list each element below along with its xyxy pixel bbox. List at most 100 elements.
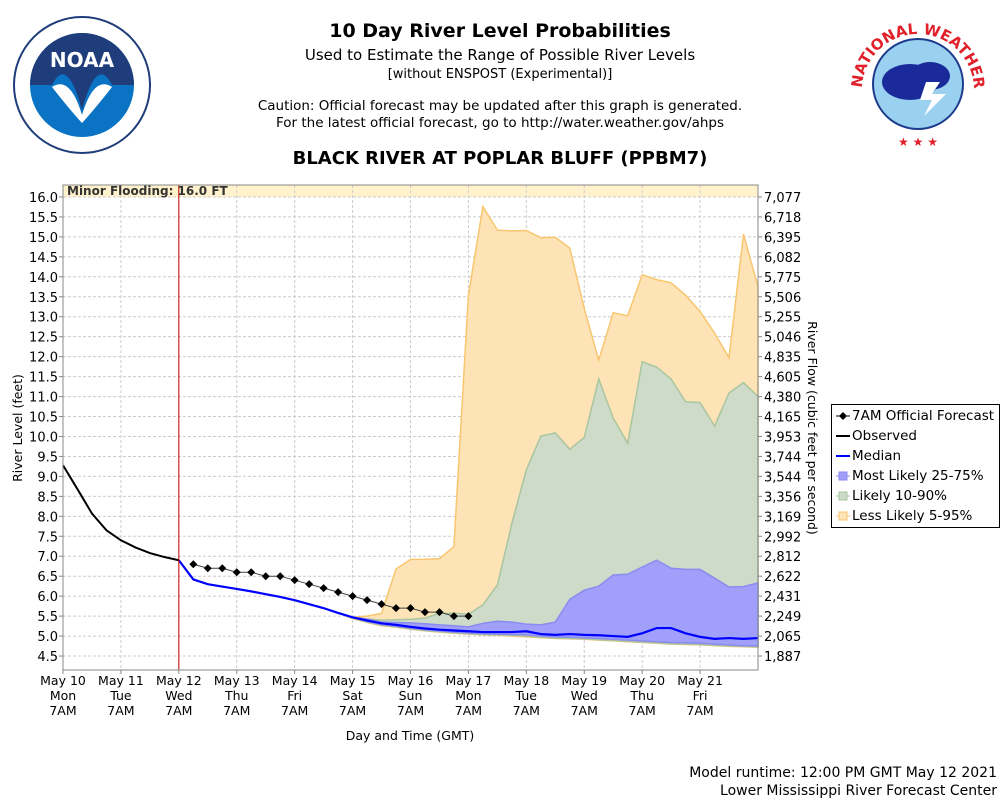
legend-item-band25: Most Likely 25-75% [836,466,984,486]
x-tick-hour: 7AM [397,703,424,718]
legend-swatch-icon [836,455,850,457]
y-tick-label: 12.0 [29,351,58,366]
chart-note: [without ENSPOST (Experimental)] [387,67,613,82]
noaa-logo: NOAA [13,16,151,154]
x-tick-date: May 16 [388,673,434,688]
y-tick-label: 16.0 [29,191,58,206]
x-tick-day: Sat [342,688,363,703]
right-tick-label: 2,065 [764,630,801,645]
x-tick-day: Tue [109,688,132,703]
right-tick-label: 5,506 [764,291,801,306]
x-tick-date: May 14 [272,673,318,688]
right-tick-label: 5,255 [764,311,801,326]
x-tick-date: May 18 [503,673,549,688]
chart-title: 10 Day River Level Probabilities [329,20,671,42]
y-tick-label: 8.0 [37,510,58,525]
x-tick-date: May 19 [561,673,607,688]
right-tick-label: 4,605 [764,371,801,386]
official-forecast-point [334,588,343,597]
legend-label: Most Likely 25-75% [852,468,984,484]
y-tick-label: 13.0 [29,311,58,326]
y-tick-label: 5.5 [37,610,58,625]
x-tick-hour: 7AM [339,703,366,718]
official-forecast-point [435,608,444,617]
x-tick-day: Wed [165,688,192,703]
y-tick-label: 4.5 [37,650,58,665]
legend-swatch-icon [836,435,850,437]
legend-item-band5: Less Likely 5-95% [836,506,972,526]
x-tick-hour: 7AM [107,703,134,718]
x-tick-hour: 7AM [455,703,482,718]
station-title: BLACK RIVER AT POPLAR BLUFF (PPBM7) [292,148,708,169]
official-forecast-point [189,560,198,569]
legend-swatch-icon [836,511,850,521]
legend-label: Observed [852,428,917,444]
nws-logo: NATIONAL WEATHER SERVICE ★ ★ ★ [848,12,988,149]
x-tick-day: Fri [287,688,302,703]
right-tick-label: 3,169 [764,510,801,525]
official-forecast-point [392,604,401,613]
legend-swatch-icon [836,412,850,420]
official-forecast-point [218,564,227,573]
model-runtime: Model runtime: 12:00 PM GMT May 12 2021 [689,765,997,781]
y-tick-label: 9.5 [37,450,58,465]
right-tick-label: 3,356 [764,490,801,505]
official-forecast-point [464,612,473,621]
y-tick-label: 7.5 [37,530,58,545]
y-tick-label: 13.5 [29,291,58,306]
official-forecast-point [319,584,328,593]
right-tick-label: 4,835 [764,351,801,366]
chart-legend: 7AM Official Forecast Observed Median Most … [831,404,1000,528]
right-tick-label: 2,812 [764,550,801,565]
x-tick-date: May 20 [619,673,665,688]
right-tick-label: 2,622 [764,570,801,585]
x-tick-date: May 12 [156,673,202,688]
x-tick-day: Thu [224,688,248,703]
official-forecast-point [363,596,372,605]
legend-label: 7AM Official Forecast [852,408,995,424]
official-forecast-point [449,612,458,621]
latest-forecast-link-text: For the latest official forecast, go to … [275,115,725,131]
x-tick-hour: 7AM [49,703,76,718]
median-line [177,559,759,640]
legend-swatch-icon [836,491,850,501]
right-tick-label: 2,992 [764,530,801,545]
right-tick-label: 4,165 [764,411,801,426]
legend-label: Less Likely 5-95% [852,508,973,524]
x-tick-hour: 7AM [686,703,713,718]
y-tick-label: 10.0 [29,430,58,445]
x-tick-date: May 11 [98,673,144,688]
y-tick-label: 5.0 [37,630,58,645]
x-axis-label: Day and Time (GMT) [346,728,475,743]
y-tick-label: 10.5 [29,411,58,426]
x-tick-day: Fri [693,688,708,703]
svg-text:NOAA: NOAA [50,48,115,72]
right-tick-label: 2,249 [764,610,801,625]
svg-text:★ ★ ★: ★ ★ ★ [898,135,938,149]
x-tick-day: Wed [571,688,598,703]
official-forecast-point [276,572,285,581]
x-tick-day: Tue [515,688,538,703]
y-axis-label: River Level (feet) [10,374,25,482]
x-tick-hour: 7AM [165,703,192,718]
official-forecast-point [232,568,241,577]
x-tick-date: May 21 [677,673,723,688]
legend-label: Median [852,448,902,464]
caution-text: Caution: Official forecast may be update… [257,98,743,114]
y-tick-label: 6.0 [37,590,58,605]
y-tick-label: 11.5 [29,371,58,386]
x-tick-day: Mon [455,688,481,703]
x-tick-date: May 13 [214,673,260,688]
y-tick-label: 8.5 [37,490,58,505]
right-tick-label: 3,544 [764,470,801,485]
right-tick-label: 3,744 [764,450,801,465]
x-tick-day: Sun [399,688,423,703]
right-tick-label: 4,380 [764,391,801,406]
x-tick-date: May 15 [330,673,376,688]
y-tick-label: 12.5 [29,331,58,346]
y-tick-label: 14.0 [29,271,58,286]
official-forecast-point [290,576,299,585]
right-axis-label: River Flow (cubic feet per second) [805,321,820,535]
